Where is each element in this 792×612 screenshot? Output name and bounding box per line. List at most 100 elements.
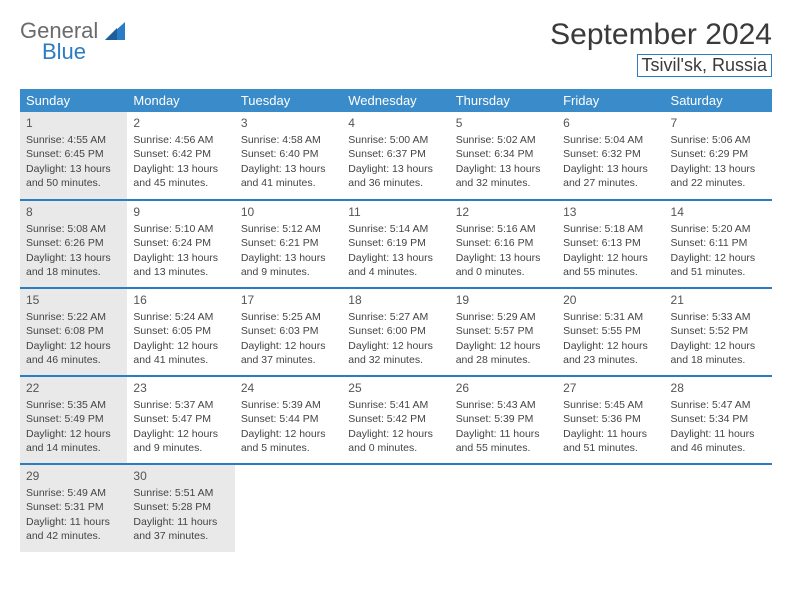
sunrise-line: Sunrise: 5:20 AM [671, 222, 766, 236]
sunset-line: Sunset: 5:39 PM [456, 412, 551, 426]
daylight-line: Daylight: 13 hours and 18 minutes. [26, 251, 121, 279]
sunset-line: Sunset: 5:42 PM [348, 412, 443, 426]
location: Tsivil'sk, Russia [637, 54, 772, 77]
sunset-line: Sunset: 5:28 PM [133, 500, 228, 514]
calendar-day-cell: 11Sunrise: 5:14 AMSunset: 6:19 PMDayligh… [342, 200, 449, 288]
day-number: 4 [348, 115, 443, 131]
sunrise-line: Sunrise: 5:25 AM [241, 310, 336, 324]
sunset-line: Sunset: 5:44 PM [241, 412, 336, 426]
sunrise-line: Sunrise: 5:45 AM [563, 398, 658, 412]
calendar-day-cell: 22 Sunrise: 5:35 AMSunset: 5:49 PMDayligh… [20, 376, 127, 464]
sunset-line: Sunset: 6:03 PM [241, 324, 336, 338]
sunset-line: Sunset: 5:49 PM [26, 412, 121, 426]
calendar-day-cell: 1Sunrise: 4:55 AMSunset: 6:45 PMDaylight… [20, 112, 127, 200]
daylight-line: Daylight: 13 hours and 13 minutes. [133, 251, 228, 279]
daylight-line: Daylight: 12 hours and 0 minutes. [348, 427, 443, 455]
calendar-day-cell: 21Sunrise: 5:33 AMSunset: 5:52 PMDayligh… [665, 288, 772, 376]
logo: General Blue [20, 18, 125, 65]
sunset-line: Sunset: 6:32 PM [563, 147, 658, 161]
day-number: 23 [133, 380, 228, 396]
calendar-day-cell: 27Sunrise: 5:45 AMSunset: 5:36 PMDayligh… [557, 376, 664, 464]
weekday-header: Sunday [20, 89, 127, 112]
daylight-line: Daylight: 12 hours and 46 minutes. [26, 339, 121, 367]
sunset-line: Sunset: 6:42 PM [133, 147, 228, 161]
daylight-line: Daylight: 13 hours and 22 minutes. [671, 162, 766, 190]
calendar-day-cell: 30Sunrise: 5:51 AMSunset: 5:28 PMDayligh… [127, 464, 234, 552]
sunrise-line: Sunrise: 5:35 AM [26, 398, 121, 412]
daylight-line: Daylight: 13 hours and 9 minutes. [241, 251, 336, 279]
sunrise-line: Sunrise: 5:08 AM [26, 222, 121, 236]
day-number: 18 [348, 292, 443, 308]
daylight-line: Daylight: 12 hours and 18 minutes. [671, 339, 766, 367]
day-number: 5 [456, 115, 551, 131]
calendar-body: 1Sunrise: 4:55 AMSunset: 6:45 PMDaylight… [20, 112, 772, 552]
sunset-line: Sunset: 6:34 PM [456, 147, 551, 161]
sunrise-line: Sunrise: 5:31 AM [563, 310, 658, 324]
daylight-line: Daylight: 11 hours and 51 minutes. [563, 427, 658, 455]
daylight-line: Daylight: 13 hours and 0 minutes. [456, 251, 551, 279]
calendar-day-cell: 16Sunrise: 5:24 AMSunset: 6:05 PMDayligh… [127, 288, 234, 376]
daylight-line: Daylight: 13 hours and 41 minutes. [241, 162, 336, 190]
calendar-day-cell [342, 464, 449, 552]
daylight-line: Daylight: 13 hours and 50 minutes. [26, 162, 121, 190]
sunrise-line: Sunrise: 5:33 AM [671, 310, 766, 324]
sunrise-line: Sunrise: 5:18 AM [563, 222, 658, 236]
calendar-day-cell: 25Sunrise: 5:41 AMSunset: 5:42 PMDayligh… [342, 376, 449, 464]
day-number: 24 [241, 380, 336, 396]
sunrise-line: Sunrise: 5:04 AM [563, 133, 658, 147]
sunset-line: Sunset: 6:00 PM [348, 324, 443, 338]
calendar-day-cell [665, 464, 772, 552]
daylight-line: Daylight: 13 hours and 32 minutes. [456, 162, 551, 190]
sunrise-line: Sunrise: 5:49 AM [26, 486, 121, 500]
calendar-week-row: 15Sunrise: 5:22 AMSunset: 6:08 PMDayligh… [20, 288, 772, 376]
logo-sail-icon [105, 22, 125, 45]
calendar-day-cell: 14Sunrise: 5:20 AMSunset: 6:11 PMDayligh… [665, 200, 772, 288]
calendar-day-cell: 28Sunrise: 5:47 AMSunset: 5:34 PMDayligh… [665, 376, 772, 464]
daylight-line: Daylight: 12 hours and 55 minutes. [563, 251, 658, 279]
daylight-line: Daylight: 12 hours and 28 minutes. [456, 339, 551, 367]
calendar-week-row: 8Sunrise: 5:08 AMSunset: 6:26 PMDaylight… [20, 200, 772, 288]
sunrise-line: Sunrise: 4:58 AM [241, 133, 336, 147]
sunset-line: Sunset: 5:47 PM [133, 412, 228, 426]
sunrise-line: Sunrise: 5:51 AM [133, 486, 228, 500]
calendar-day-cell: 8Sunrise: 5:08 AMSunset: 6:26 PMDaylight… [20, 200, 127, 288]
day-number: 28 [671, 380, 766, 396]
sunrise-line: Sunrise: 5:41 AM [348, 398, 443, 412]
day-number: 11 [348, 204, 443, 220]
sunrise-line: Sunrise: 5:29 AM [456, 310, 551, 324]
sunrise-line: Sunrise: 5:12 AM [241, 222, 336, 236]
sunrise-line: Sunrise: 5:27 AM [348, 310, 443, 324]
sunset-line: Sunset: 6:11 PM [671, 236, 766, 250]
day-number: 6 [563, 115, 658, 131]
calendar-day-cell: 19Sunrise: 5:29 AMSunset: 5:57 PMDayligh… [450, 288, 557, 376]
calendar-day-cell: 13 Sunrise: 5:18 AMSunset: 6:13 PMDayligh… [557, 200, 664, 288]
daylight-line: Daylight: 11 hours and 42 minutes. [26, 515, 121, 543]
day-number: 14 [671, 204, 766, 220]
sunset-line: Sunset: 5:52 PM [671, 324, 766, 338]
daylight-line: Daylight: 11 hours and 55 minutes. [456, 427, 551, 455]
sunset-line: Sunset: 6:13 PM [563, 236, 658, 250]
sunset-line: Sunset: 6:29 PM [671, 147, 766, 161]
sunrise-line: Sunrise: 5:47 AM [671, 398, 766, 412]
calendar-day-cell: 9Sunrise: 5:10 AMSunset: 6:24 PMDaylight… [127, 200, 234, 288]
sunset-line: Sunset: 6:19 PM [348, 236, 443, 250]
calendar-day-cell: 26Sunrise: 5:43 AMSunset: 5:39 PMDayligh… [450, 376, 557, 464]
calendar-day-cell: 3Sunrise: 4:58 AMSunset: 6:40 PMDaylight… [235, 112, 342, 200]
calendar-week-row: 22Sunrise: 5:35 AMSunset: 5:49 PMDayligh… [20, 376, 772, 464]
day-number: 22 [26, 380, 121, 396]
sunset-line: Sunset: 6:40 PM [241, 147, 336, 161]
calendar-day-cell: 18 Sunrise: 5:27 AMSunset: 6:00 PMDayligh… [342, 288, 449, 376]
sunset-line: Sunset: 5:57 PM [456, 324, 551, 338]
calendar-day-cell: 23Sunrise: 5:37 AMSunset: 5:47 PMDayligh… [127, 376, 234, 464]
daylight-line: Daylight: 12 hours and 14 minutes. [26, 427, 121, 455]
day-number: 13 [563, 204, 658, 220]
daylight-line: Daylight: 12 hours and 32 minutes. [348, 339, 443, 367]
daylight-line: Daylight: 12 hours and 41 minutes. [133, 339, 228, 367]
daylight-line: Daylight: 12 hours and 23 minutes. [563, 339, 658, 367]
weekday-header: Thursday [450, 89, 557, 112]
day-number: 7 [671, 115, 766, 131]
day-number: 15 [26, 292, 121, 308]
sunset-line: Sunset: 5:34 PM [671, 412, 766, 426]
sunrise-line: Sunrise: 4:56 AM [133, 133, 228, 147]
calendar-day-cell: 6Sunrise: 5:04 AMSunset: 6:32 PMDaylight… [557, 112, 664, 200]
